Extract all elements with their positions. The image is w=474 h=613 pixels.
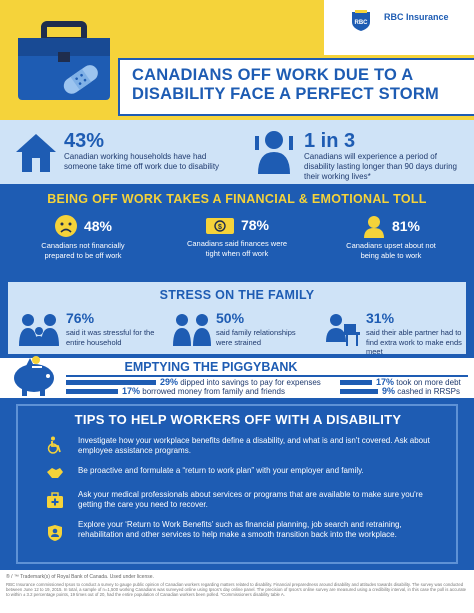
family-item-1-value: 76% bbox=[66, 310, 95, 326]
pig-item-4-text: cashed in RRSPs bbox=[397, 387, 460, 396]
headline-line-2: DISABILITY FACE A PERFECT STORM bbox=[132, 85, 439, 103]
pig-item-2-text: took on more debt bbox=[396, 378, 461, 387]
family-item-1-text: said it was stressful for the entire hou… bbox=[66, 328, 155, 347]
upset-person-icon bbox=[363, 216, 384, 238]
fin-item-2: $ 78% Canadians said finances were tight… bbox=[182, 214, 292, 258]
pig-item-2: 17% took on more debt bbox=[376, 377, 461, 387]
fin-item-3-text: Canadians upset about not being able to … bbox=[346, 241, 436, 260]
stat-one-in-three-text: Canadians will experience a period of di… bbox=[304, 152, 457, 181]
medical-kit-icon bbox=[47, 492, 63, 508]
footer-trademark: ® / ™ Trademark(s) of Royal Bank of Cana… bbox=[6, 574, 154, 580]
logo-area bbox=[324, 0, 474, 55]
pig-bar-1 bbox=[66, 380, 156, 385]
family-icon bbox=[19, 314, 59, 346]
pig-item-1: 29% dipped into savings to pay for expen… bbox=[160, 377, 321, 387]
briefcase-bandage-icon bbox=[18, 21, 110, 100]
stat-one-in-three: 1 in 3 bbox=[304, 130, 355, 153]
shield-person-icon bbox=[48, 525, 62, 541]
tips-title: TIPS TO HELP WORKERS OFF WITH A DISABILI… bbox=[74, 412, 402, 427]
family-section: STRESS ON THE FAMILY 76% said it was str… bbox=[0, 278, 474, 358]
brand-name: RBC Insurance bbox=[384, 12, 449, 22]
rbc-logo-icon: RBC bbox=[352, 10, 370, 31]
family-panel: STRESS ON THE FAMILY 76% said it was str… bbox=[8, 282, 466, 357]
person-stress-icon bbox=[255, 131, 293, 174]
pig-bar-4 bbox=[340, 389, 378, 394]
tip-1-text: Investigate how your workplace benefits … bbox=[78, 436, 430, 455]
family-item-3-text: said their able partner had to find extr… bbox=[366, 328, 462, 356]
footer-methodology: RBC Insurance commissioned Ipsos to cond… bbox=[6, 582, 467, 598]
fin-item-2-text: Canadians said finances were tight when … bbox=[186, 239, 288, 258]
pig-item-1-text: dipped into savings to pay for expenses bbox=[180, 378, 321, 387]
pig-bar-2 bbox=[340, 380, 372, 385]
pig-bar-3 bbox=[66, 389, 118, 394]
family-title: STRESS ON THE FAMILY bbox=[159, 288, 315, 302]
pig-item-3: 17% borrowed money from family and frien… bbox=[122, 386, 285, 396]
sad-face-icon bbox=[54, 215, 77, 237]
wheelchair-icon bbox=[47, 436, 61, 454]
pig-item-4-value: 9% bbox=[382, 386, 396, 396]
financial-title: BEING OFF WORK TAKES A FINANCIAL & EMOTI… bbox=[47, 192, 427, 206]
family-item-2: 50% said family relationships were strai… bbox=[216, 310, 312, 347]
pig-item-4: 9% cashed in RRSPs bbox=[382, 386, 460, 396]
house-icon bbox=[16, 134, 56, 172]
tip-2-text: Be proactive and formulate a “return to … bbox=[78, 466, 364, 475]
stat-households: 43% bbox=[64, 130, 104, 153]
tips-section: TIPS TO HELP WORKERS OFF WITH A DISABILI… bbox=[0, 398, 474, 570]
handshake-icon bbox=[47, 468, 63, 478]
piggybank-icon bbox=[14, 356, 54, 396]
headline-line-1: CANADIANS OFF WORK DUE TO A bbox=[132, 66, 414, 84]
fin-item-1-text: Canadians not financially prepared to be… bbox=[41, 241, 125, 260]
headline-box: CANADIANS OFF WORK DUE TO A DISABILITY F… bbox=[118, 58, 474, 116]
svg-text:$: $ bbox=[218, 224, 222, 231]
fin-item-1: 48% Canadians not financially prepared t… bbox=[28, 214, 138, 260]
family-item-3-value: 31% bbox=[366, 310, 395, 326]
family-item-2-value: 50% bbox=[216, 310, 245, 326]
footer: ® / ™ Trademark(s) of Royal Bank of Cana… bbox=[0, 574, 474, 613]
pig-item-3-text: borrowed money from family and friends bbox=[142, 387, 285, 396]
fin-item-3: 81% Canadians upset about not being able… bbox=[336, 214, 446, 260]
piggybank-title: EMPTYING THE PIGGYBANK bbox=[66, 360, 356, 374]
fin-item-2-value: 78% bbox=[240, 217, 270, 233]
family-item-2-text: said family relationships were strained bbox=[216, 328, 296, 347]
pig-item-3-value: 17% bbox=[122, 386, 141, 396]
stat-households-text: Canadian working households have had som… bbox=[64, 152, 220, 171]
family-item-3: 31% said their able partner had to find … bbox=[366, 310, 464, 357]
stat-households-value: 43% bbox=[64, 130, 105, 152]
piggybank-section: EMPTYING THE PIGGYBANK 29% dipped into s… bbox=[0, 356, 474, 398]
money-icon: $ bbox=[205, 218, 234, 234]
piggybank-divider bbox=[66, 375, 468, 377]
tip-4-text: Explore your ‘Return to Work Benefits’ s… bbox=[78, 520, 402, 539]
rbc-logo-text: RBC bbox=[355, 20, 369, 26]
fin-item-3-value: 81% bbox=[391, 218, 421, 234]
pig-item-2-value: 17% bbox=[376, 377, 395, 387]
stat-one-in-three-value: 1 in 3 bbox=[304, 130, 356, 152]
top-stats: 43% Canadian working households have had… bbox=[0, 120, 474, 184]
worker-icon bbox=[326, 314, 360, 346]
header-banner: RBC RBC Insurance CANADIANS OFF WORK DUE… bbox=[0, 0, 474, 120]
fin-item-1-value: 48% bbox=[83, 218, 113, 234]
pig-item-1-value: 29% bbox=[160, 377, 179, 387]
financial-section: BEING OFF WORK TAKES A FINANCIAL & EMOTI… bbox=[0, 184, 474, 278]
tip-3-text: Ask your medical professionals about ser… bbox=[78, 490, 423, 509]
tips-panel: TIPS TO HELP WORKERS OFF WITH A DISABILI… bbox=[16, 404, 458, 564]
couple-icon bbox=[173, 314, 211, 346]
family-item-1: 76% said it was stressful for the entire… bbox=[66, 310, 156, 347]
